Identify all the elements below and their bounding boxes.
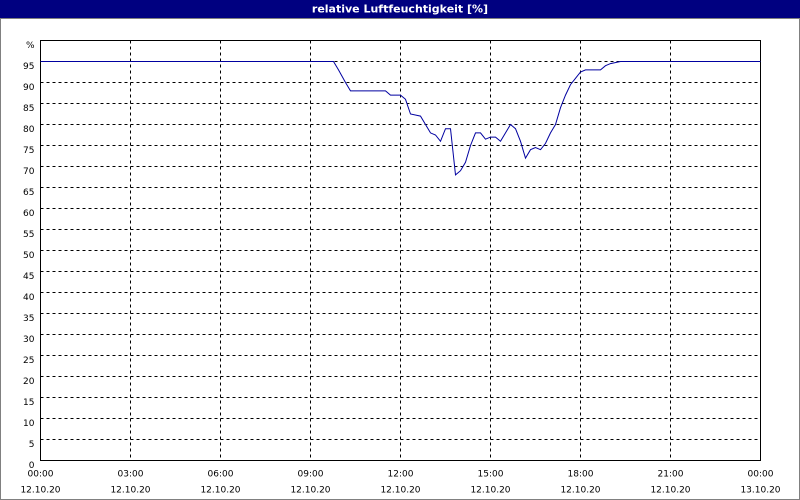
x-tick-label: 06:00 <box>208 470 234 480</box>
y-tick-label: 80 <box>23 125 35 135</box>
y-tick-label: 60 <box>23 209 35 219</box>
y-tick-label: 0 <box>29 461 35 471</box>
x-tick-label: 12.10.20 <box>650 486 690 496</box>
y-tick-label: 95 <box>23 62 34 72</box>
x-tick-label: 12:00 <box>388 470 414 480</box>
x-tick-label: 15:00 <box>478 470 504 480</box>
x-tick-label: 12.10.20 <box>200 486 240 496</box>
y-tick-label: 5 <box>29 440 35 450</box>
y-tick-label: 40 <box>23 293 35 303</box>
x-tick-label: 12.10.20 <box>470 486 510 496</box>
y-tick-label: 55 <box>23 230 34 240</box>
x-tick-label: 12.10.20 <box>110 486 150 496</box>
y-tick-label: 75 <box>23 146 34 156</box>
x-tick-label: 13.10.20 <box>740 486 780 496</box>
x-tick-label: 12.10.20 <box>380 486 420 496</box>
x-tick-label: 12.10.20 <box>20 486 60 496</box>
x-tick-label: 09:00 <box>298 470 324 480</box>
y-tick-label: 30 <box>23 335 35 345</box>
chart-title: relative Luftfeuchtigkeit [%] <box>312 3 488 16</box>
y-tick-label: 15 <box>23 398 34 408</box>
y-tick-label: 10 <box>23 419 35 429</box>
y-tick-label: % <box>26 41 35 51</box>
y-tick-label: 50 <box>23 251 35 261</box>
y-tick-label: 70 <box>23 167 35 177</box>
x-tick-label: 03:00 <box>118 470 144 480</box>
title-bar <box>0 0 800 18</box>
x-tick-label: 00:00 <box>748 470 774 480</box>
y-tick-label: 20 <box>23 377 35 387</box>
y-tick-label: 45 <box>23 272 34 282</box>
x-tick-label: 21:00 <box>658 470 684 480</box>
x-tick-label: 12.10.20 <box>560 486 600 496</box>
x-tick-label: 18:00 <box>568 470 594 480</box>
x-tick-label: 00:00 <box>28 470 54 480</box>
x-tick-label: 12.10.20 <box>290 486 330 496</box>
data-line <box>40 61 761 176</box>
y-tick-label: 90 <box>23 83 35 93</box>
y-tick-label: 25 <box>23 356 34 366</box>
y-tick-label: 85 <box>23 104 34 114</box>
y-tick-label: 65 <box>23 188 34 198</box>
y-tick-label: 35 <box>23 314 34 324</box>
